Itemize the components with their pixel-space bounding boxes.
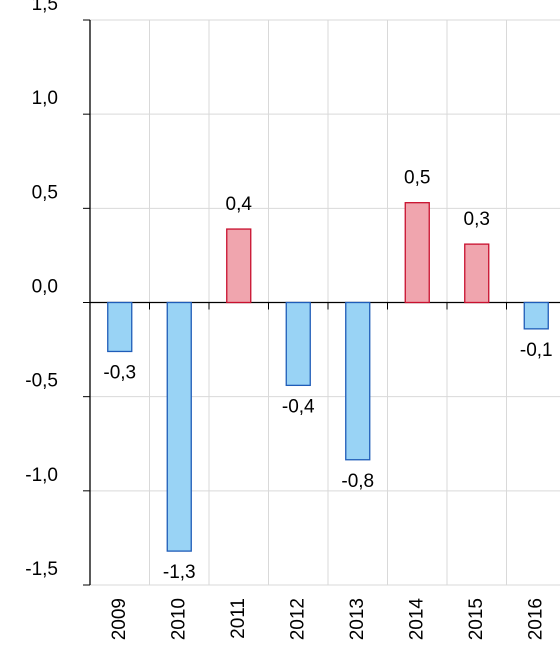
- y-tick-label: 0,0: [32, 277, 58, 298]
- bar: [166, 301, 192, 552]
- x-tick-label: 2015: [466, 598, 487, 640]
- bar: [464, 243, 490, 304]
- y-tick-label: 1,5: [32, 0, 58, 15]
- bar: [345, 301, 371, 461]
- value-label: 0,5: [404, 168, 430, 189]
- value-label: -0,1: [520, 340, 553, 361]
- x-tick-label: 2011: [228, 598, 249, 639]
- y-tick-label: 0,5: [32, 182, 58, 203]
- value-label: 0,3: [464, 209, 490, 230]
- y-tick-label: -0,5: [25, 371, 58, 392]
- value-label: -0,4: [282, 396, 315, 417]
- x-tick-label: 2013: [347, 598, 368, 640]
- y-tick-label: 1,0: [32, 88, 58, 109]
- bar: [107, 301, 133, 353]
- bar: [226, 228, 252, 304]
- value-label: -0,3: [103, 362, 136, 383]
- bar: [285, 301, 311, 387]
- x-tick-label: 2009: [109, 598, 130, 640]
- x-tick-label: 2010: [168, 598, 189, 640]
- bar: [523, 301, 549, 330]
- y-tick-label: -1,5: [25, 559, 58, 580]
- x-tick-label: 2012: [287, 598, 308, 640]
- value-label: -1,3: [163, 562, 196, 583]
- x-tick-label: 2016: [525, 598, 546, 640]
- y-tick-label: -1,0: [25, 465, 58, 486]
- value-label: -0,8: [341, 471, 374, 492]
- x-tick-label: 2014: [406, 598, 427, 641]
- value-label: 0,4: [226, 194, 253, 215]
- bar: [404, 202, 430, 304]
